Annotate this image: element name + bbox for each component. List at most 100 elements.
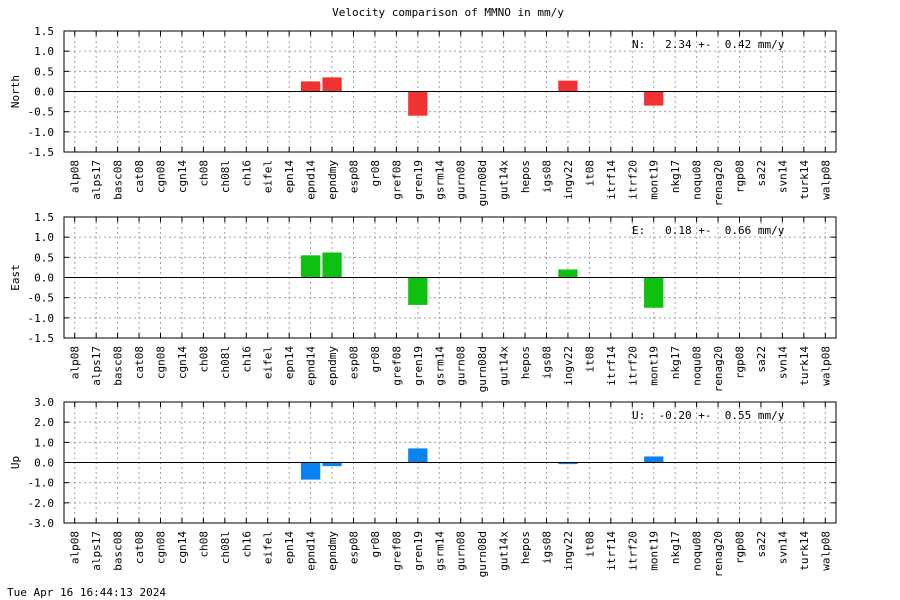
panel-up-ytick-label: 3.0 [34,396,54,409]
panel-north-xtick-label-cat08: cat08 [133,160,146,193]
panel-north-ytick-label: 1.0 [34,45,54,58]
panel-east-xtick-label-gren19: gren19 [412,346,425,386]
panel-up-xtick-label-nkg17: nkg17 [669,531,682,564]
panel-east-xtick-label-ch16: ch16 [240,346,253,373]
panel-north-xtick-label-ch16: ch16 [240,160,253,187]
panel-north-xtick-label-gr08: gr08 [369,160,382,187]
panel-up-xtick-label-gurn08d: gurn08d [476,531,489,577]
panel-up-xtick-label-renag20: renag20 [712,531,725,577]
panel-east-xtick-label-gut14x: gut14x [498,346,511,386]
panel-up-xtick-label-itrf14: itrf14 [605,531,618,571]
panel-north-ytick-label: -0.5 [28,106,55,119]
panel-east-xtick-label-basc08: basc08 [112,346,125,386]
panel-north-xtick-label-rgp08: rgp08 [734,160,747,193]
panel-north-xtick-label-gref08: gref08 [390,160,403,200]
panel-east-xtick-label-alps17: alps17 [90,346,103,386]
panel-east-xtick-label-renag20: renag20 [712,346,725,392]
panel-north-xtick-label-nkg17: nkg17 [669,160,682,193]
panel-north-bar-epnd14 [300,81,321,92]
panel-up-bar-ingv22 [558,462,578,465]
panel-east-xtick-label-walp08: walp08 [819,346,832,386]
panel-north-xtick-label-cgn08: cgn08 [155,160,168,193]
panel-up-xtick-label-gren19: gren19 [412,531,425,571]
panel-north-xtick-label-alps17: alps17 [90,160,103,200]
panel-east-xtick-label-eifel: eifel [262,346,275,379]
panel-north-xtick-label-esp08: esp08 [348,160,361,193]
panel-up-xtick-label-cgn14: cgn14 [176,531,189,564]
panel-north-stats-annotation: N: 2.34 +- 0.42 mm/y [632,38,785,51]
panel-east-xtick-label-gref08: gref08 [390,346,403,386]
chart-title: Velocity comparison of MMNO in mm/y [332,6,564,19]
panel-north-ytick-label: 0.0 [34,86,54,99]
panel-north-xtick-label-gurn08: gurn08 [455,160,468,200]
panel-north-y-axis-label: North [9,75,22,108]
panel-north-xtick-label-sa22: sa22 [755,160,768,187]
panel-east-xtick-label-esp08: esp08 [348,346,361,379]
panel-up-xtick-label-gut14x: gut14x [498,531,511,571]
panel-up-bar-epnd14 [300,462,321,480]
panel-north-bar-gren19 [408,91,428,116]
panel-up-ytick-label: -2.0 [28,497,55,510]
panel-north-xtick-label-gsrm14: gsrm14 [433,160,446,200]
panel-up-ytick-label: 2.0 [34,416,54,429]
panel-up-ytick-label: 0.0 [34,457,54,470]
panel-up-xtick-label-cgn08: cgn08 [155,531,168,564]
panel-up-xtick-label-turk14: turk14 [798,531,811,571]
panel-east-xtick-label-cat08: cat08 [133,346,146,379]
panel-north-xtick-label-epnd14: epnd14 [305,160,318,200]
panel-north-xtick-label-hepos: hepos [519,160,532,193]
panel-east-xtick-label-gr08: gr08 [369,346,382,373]
panel-up-xtick-label-esp08: esp08 [348,531,361,564]
panel-north-xtick-label-cgn14: cgn14 [176,160,189,193]
panel-east-xtick-label-gsrm14: gsrm14 [433,346,446,386]
panel-up-xtick-label-hepos: hepos [519,531,532,564]
panel-up-xtick-label-cat08: cat08 [133,531,146,564]
panel-up-xtick-label-ch16: ch16 [240,531,253,558]
panel-east-xtick-label-epndmy: epndmy [326,346,339,386]
panel-north-xtick-label-igs08: igs08 [541,160,554,193]
panel-east-ytick-label: -0.5 [28,292,55,305]
panel-up-bar-gren19 [408,448,428,463]
timestamp-footer: Tue Apr 16 16:44:13 2024 [7,586,166,599]
panel-east-xtick-label-svn14: svn14 [776,346,789,379]
panel-east-xtick-label-itrf14: itrf14 [605,346,618,386]
panel-east-xtick-label-hepos: hepos [519,346,532,379]
panel-east-xtick-label-turk14: turk14 [798,346,811,386]
panel-east-ytick-label: -1.0 [28,312,55,325]
panel-up-xtick-label-epndmy: epndmy [326,531,339,571]
panel-east-xtick-label-ingv22: ingv22 [562,346,575,386]
panel-up-stats-annotation: U: -0.20 +- 0.55 mm/y [632,409,785,422]
panel-east-xtick-label-rgp08: rgp08 [734,346,747,379]
panel-north-xtick-label-itrf14: itrf14 [605,160,618,200]
panel-north-xtick-label-itrf20: itrf20 [626,160,639,200]
panel-east-xtick-label-ch08l: ch08l [219,346,232,379]
panel-east-xtick-label-itrf20: itrf20 [626,346,639,386]
panel-east-xtick-label-it08: it08 [583,346,596,373]
panel-east-ytick-label: -1.5 [28,332,55,345]
panel-east-bar-ingv22 [558,269,578,278]
panel-east-xtick-label-igs08: igs08 [541,346,554,379]
panel-up-xtick-label-it08: it08 [583,531,596,558]
panel-north-xtick-label-gut14x: gut14x [498,160,511,200]
panel-east-xtick-label-noqu08: noqu08 [691,346,704,386]
panel-east-xtick-label-alp08: alp08 [69,346,82,379]
panel-north-xtick-label-eifel: eifel [262,160,275,193]
panel-up-xtick-label-epn14: epn14 [283,531,296,564]
panel-up-xtick-label-mont19: mont19 [648,531,661,571]
panel-north-xtick-label-walp08: walp08 [819,160,832,200]
panel-east-ytick-label: 0.0 [34,272,54,285]
panel-up-xtick-label-itrf20: itrf20 [626,531,639,571]
panel-north-xtick-label-alp08: alp08 [69,160,82,193]
panel-east-xtick-label-gurn08: gurn08 [455,346,468,386]
panel-up-xtick-label-gurn08: gurn08 [455,531,468,571]
panel-north-xtick-label-epn14: epn14 [283,160,296,193]
panel-north-ytick-label: 1.5 [34,25,54,38]
panel-east-xtick-label-epnd14: epnd14 [305,346,318,386]
panel-up-xtick-label-epnd14: epnd14 [305,531,318,571]
panel-east-xtick-label-gurn08d: gurn08d [476,346,489,392]
panel-up-ytick-label: 1.0 [34,436,54,449]
panel-east-xtick-label-ch08: ch08 [197,346,210,373]
panel-north-bar-mont19 [644,91,664,106]
panel-north-xtick-label-ch08l: ch08l [219,160,232,193]
